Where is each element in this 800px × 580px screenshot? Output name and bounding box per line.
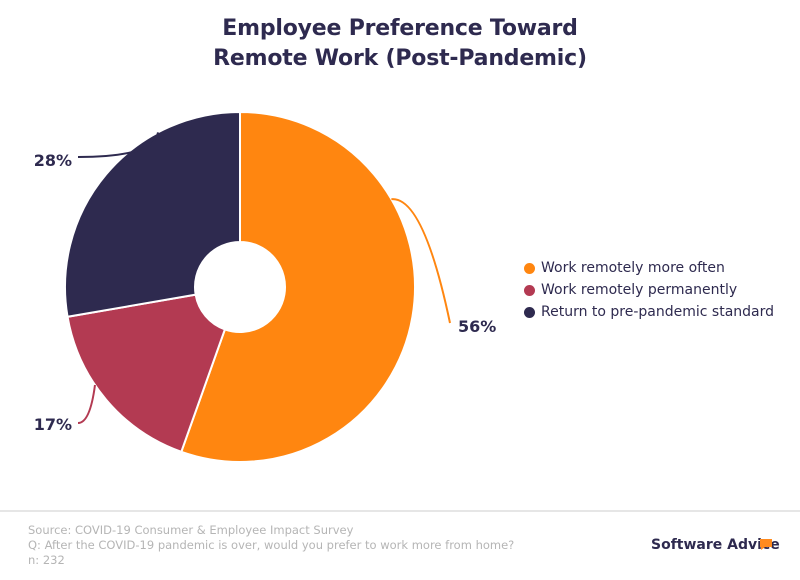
chart-title-line-2: Remote Work (Post-Pandemic) [213,46,587,71]
legend-label: Return to pre-pandemic standard [541,304,775,320]
leader-line [77,384,96,424]
legend-swatch [524,262,535,274]
slice-percentage-label: 17% [34,415,72,434]
footer-divider [0,510,800,512]
sample-size-note: n: 232 [28,553,65,567]
legend-item-return: Return to pre-pandemic standard [524,301,774,323]
slice-percentage-label: 28% [34,151,72,170]
brand-logo: Software Advice [651,537,780,553]
speech-bubble-icon [760,539,772,550]
donut-slice [64,110,241,318]
legend-item-more-often: Work remotely more often [524,257,774,279]
legend-swatch [524,306,535,318]
donut-slice [66,293,227,454]
question-note: Q: After the COVID-19 pandemic is over, … [28,538,515,552]
leader-line [77,132,159,158]
chart-title: Employee Preference Toward Remote Work (… [0,14,800,74]
source-note: Source: COVID-19 Consumer & Employee Imp… [28,523,354,537]
footer-notes: Source: COVID-19 Consumer & Employee Imp… [28,523,514,568]
legend-label: Work remotely permanently [541,282,738,298]
donut-slice [180,110,416,463]
chart-title-line-1: Employee Preference Toward [222,16,578,41]
slice-percentage-label: 56% [458,317,496,336]
leader-line [391,198,451,324]
legend-swatch [524,284,535,296]
legend-item-permanently: Work remotely permanently [524,279,774,301]
legend-label: Work remotely more often [541,260,725,276]
legend: Work remotely more often Work remotely p… [524,257,774,323]
